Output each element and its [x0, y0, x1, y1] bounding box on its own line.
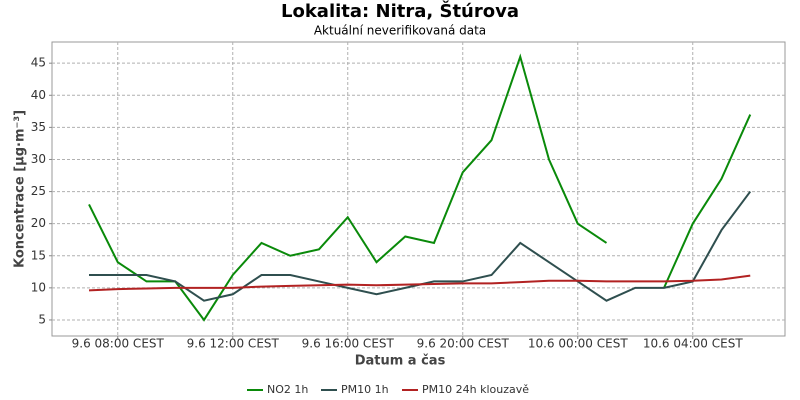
y-tick-label: 40 [31, 88, 46, 102]
x-tick-label: 9.6 16:00 CEST [302, 337, 395, 351]
chart-title: Lokalita: Nitra, Štúrova [281, 0, 519, 22]
y-tick-label: 5 [38, 312, 46, 326]
x-tick-label: 10.6 00:00 CEST [528, 337, 629, 351]
chart-subtitle: Aktuální neverifikovaná data [314, 24, 486, 38]
x-tick-label: 9.6 08:00 CEST [72, 337, 165, 351]
legend-label: PM10 24h klouzavě [422, 383, 529, 396]
series-line [88, 274, 751, 292]
x-tick-label: 9.6 12:00 CEST [187, 337, 280, 351]
x-axis-label: Datum a čas [355, 354, 446, 369]
y-tick-label: 15 [31, 248, 46, 262]
y-tick-label: 10 [31, 280, 46, 294]
x-tick-label: 10.6 04:00 CEST [643, 337, 744, 351]
legend-label: PM10 1h [341, 383, 389, 396]
y-tick-label: 45 [31, 56, 46, 70]
y-tick-label: 30 [31, 152, 46, 166]
plot-frame [51, 41, 786, 337]
y-tick-label: 25 [31, 184, 46, 198]
y-tick-label: 35 [31, 120, 46, 134]
y-tick-label: 20 [31, 216, 46, 230]
legend-label: NO2 1h [267, 383, 308, 396]
y-axis-label: Koncentrace [µg·m⁻³] [13, 110, 28, 268]
x-tick-label: 9.6 20:00 CEST [417, 337, 510, 351]
